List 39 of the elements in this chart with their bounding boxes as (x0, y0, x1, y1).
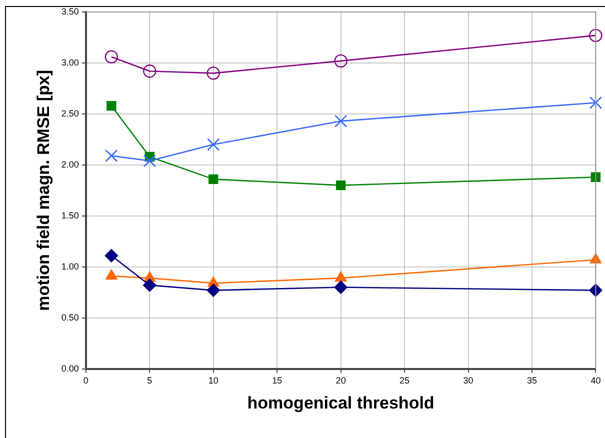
x-tick-label: 35 (526, 376, 537, 386)
y-tick-label: 2.00 (61, 159, 79, 170)
point (143, 64, 156, 78)
x-tick-label: 25 (400, 376, 410, 386)
point (590, 253, 602, 264)
point (336, 180, 346, 190)
point (104, 50, 118, 64)
point (589, 96, 602, 110)
point (206, 66, 220, 80)
x-tick-label: 5 (147, 376, 152, 386)
y-tick-label: 2.50 (61, 108, 79, 118)
point (334, 280, 348, 294)
x-tick-label: 20 (336, 376, 346, 386)
y-tick-label: 1.00 (61, 261, 79, 272)
x-tick-label: 40 (590, 376, 601, 386)
point (335, 271, 347, 282)
x-tick-label: 0 (83, 376, 88, 386)
point (334, 54, 348, 68)
point (105, 149, 118, 162)
x-axis-title: homogenical threshold (247, 393, 434, 412)
point (207, 138, 220, 151)
point (143, 278, 156, 292)
y-tick-label: 1.50 (61, 210, 79, 220)
y-tick-label: 3.50 (61, 6, 79, 16)
x-tick-label: 10 (208, 376, 218, 386)
point (208, 174, 218, 184)
x-tick-label: 30 (463, 376, 474, 386)
point (589, 28, 602, 42)
point (106, 269, 118, 280)
y-tick-label: 0.00 (61, 363, 79, 374)
point (206, 284, 220, 297)
y-axis-title: motion field magn. RMSE [px] (34, 70, 53, 311)
y-tick-label: 3.00 (61, 57, 79, 68)
point (143, 154, 156, 168)
point (104, 249, 118, 262)
point (334, 114, 348, 128)
x-tick-label: 15 (272, 376, 282, 386)
y-tick-label: 0.50 (61, 312, 79, 322)
point (106, 100, 116, 111)
